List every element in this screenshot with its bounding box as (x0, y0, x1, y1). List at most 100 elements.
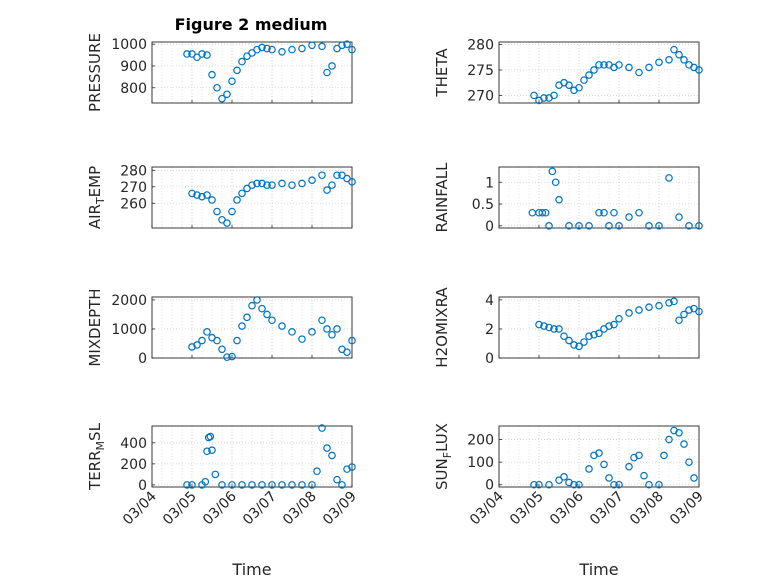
subplot-mixdepth: 0 1000 2000 MIXDEPTH (86, 288, 356, 367)
data-point (655, 58, 663, 67)
data-point (218, 345, 226, 354)
y-tick-label: 270 (467, 88, 494, 104)
y-tick-label: 2000 (111, 293, 147, 309)
data-point (685, 458, 693, 466)
data-point (595, 449, 603, 457)
data-point (203, 447, 211, 456)
data-point (278, 48, 286, 56)
data-point (263, 44, 271, 53)
data-point (575, 83, 583, 92)
data-point (528, 208, 537, 217)
data-point (665, 299, 673, 307)
data-point (655, 480, 663, 489)
data-point (610, 208, 618, 217)
data-point (555, 476, 563, 485)
data-point (248, 181, 256, 189)
y-tick-label: 0 (485, 351, 494, 367)
data-point (645, 63, 653, 72)
data-point (570, 341, 578, 349)
data-point (615, 61, 623, 69)
data-point (605, 222, 613, 230)
data-point (665, 435, 673, 444)
axes-box (151, 41, 353, 104)
data-point (675, 50, 683, 59)
y-axis-label: SUNFLUX (433, 423, 454, 490)
y-tick-label: 1 (485, 175, 494, 191)
data-point (625, 63, 633, 72)
data-point (540, 94, 548, 102)
data-point (298, 44, 306, 53)
data-point (288, 328, 296, 336)
data-point (258, 304, 266, 313)
subplot-sun-flux: 0 100 200 SUNFLUX 03/04 03/05 03/06 03/07 03/08 0… (433, 423, 707, 579)
data-point (635, 68, 643, 77)
data-point (635, 208, 643, 217)
data-point (238, 481, 246, 489)
y-tick-label: 200 (120, 457, 147, 473)
data-point (695, 307, 703, 316)
y-tick-label: 275 (467, 63, 494, 79)
data-point (548, 167, 557, 176)
data-point (193, 341, 201, 349)
subplot-h2omixra: 0 2 4 H2OMIXRA (433, 287, 703, 368)
data-point (545, 323, 553, 332)
subplot-theta: 270 275 280 THETA (433, 38, 703, 104)
data-point (338, 41, 346, 50)
y-tick-label: 1000 (111, 322, 147, 338)
data-point (183, 50, 191, 58)
figure-title: Figure 2 medium (175, 15, 328, 34)
data-point (208, 196, 216, 204)
data-point (228, 207, 236, 216)
y-tick-label: 200 (467, 433, 494, 449)
data-point (258, 43, 266, 52)
axes-box (151, 296, 353, 359)
data-point (343, 40, 351, 48)
data-point (348, 45, 356, 54)
y-axis-label: THETA (433, 48, 451, 98)
x-tick-label: 03/05 (507, 489, 547, 529)
x-tick-label: 03/09 (667, 489, 707, 529)
data-point (203, 328, 211, 336)
y-tick-label: 400 (120, 436, 147, 452)
y-tick-label: 260 (120, 196, 147, 212)
data-point (625, 462, 633, 471)
y-tick-label: 0 (485, 478, 494, 494)
data-point (258, 179, 266, 188)
data-point (550, 91, 558, 100)
data-point (206, 432, 215, 441)
data-point (550, 325, 558, 333)
data-point (625, 213, 633, 221)
data-point (268, 181, 276, 189)
data-point (308, 41, 316, 50)
data-point (595, 208, 603, 217)
data-point (218, 481, 226, 489)
x-tick-label: 03/06 (547, 488, 587, 528)
x-tick-label: 03/09 (320, 489, 360, 529)
data-point (201, 477, 210, 486)
data-point (238, 322, 246, 330)
data-point (580, 76, 588, 84)
data-point (645, 303, 653, 311)
data-point (580, 338, 588, 346)
data-point (288, 45, 296, 54)
data-point (318, 424, 326, 432)
data-point (685, 306, 693, 314)
data-point (188, 189, 196, 198)
data-point (665, 174, 673, 182)
data-point (545, 480, 553, 489)
data-point (188, 343, 196, 351)
data-point (213, 207, 221, 216)
data-point (298, 481, 306, 489)
data-point (228, 481, 236, 489)
data-point (193, 191, 201, 199)
data-point (605, 474, 613, 482)
data-point (575, 222, 583, 230)
data-point (675, 316, 683, 325)
y-tick-label: 0 (485, 219, 494, 235)
y-tick-label: 800 (120, 81, 147, 97)
data-point (323, 444, 331, 452)
data-point (204, 433, 213, 442)
y-tick-label: 0 (138, 351, 147, 367)
axes-box (498, 166, 700, 229)
